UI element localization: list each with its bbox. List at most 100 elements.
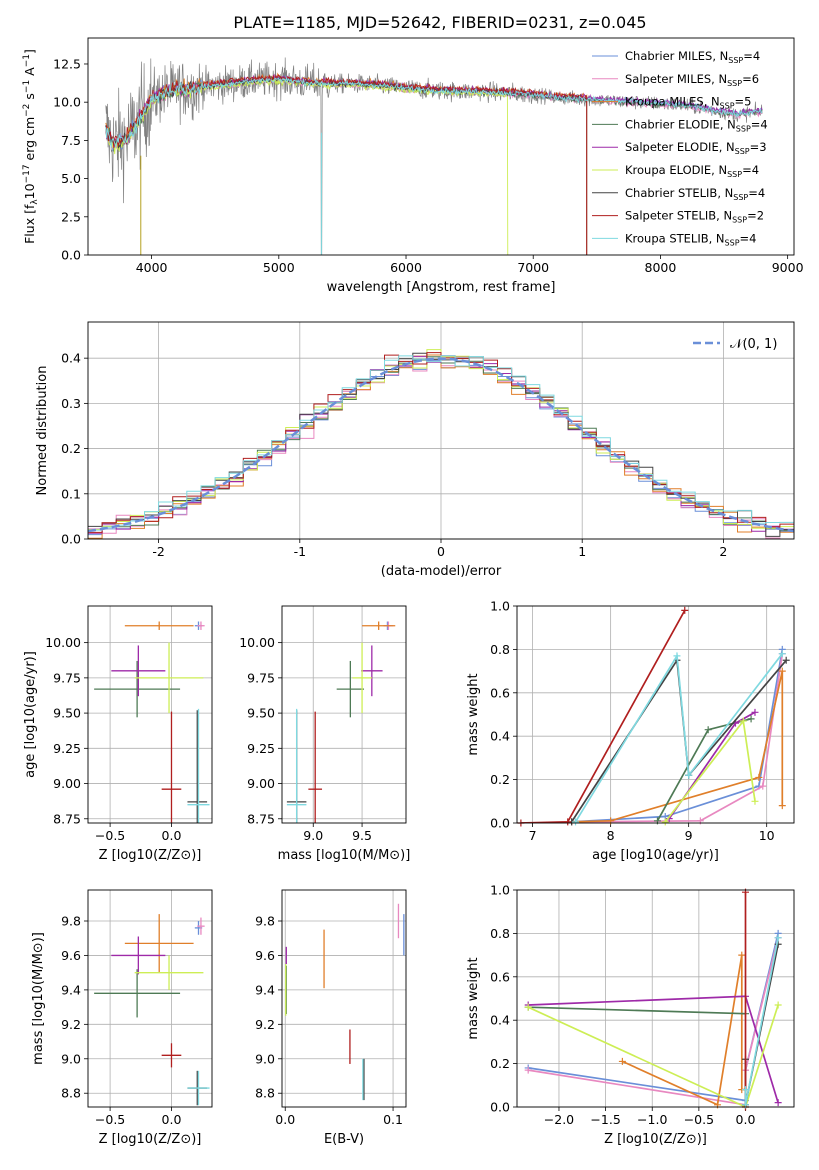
mass_weight_vs_age-marker-kroupa_miles — [778, 802, 786, 810]
residuals-ytick-label: 0.2 — [61, 441, 81, 456]
legend-label-kroupa_elodie: Kroupa ELODIE, NSSP=4 — [625, 163, 759, 179]
mass_vs_ebv-axes-frame — [281, 889, 407, 1108]
age_vs_mass-axes-frame — [281, 605, 407, 824]
mass_vs_z-ytick-label: 9.8 — [61, 914, 81, 929]
age_vs_z-xtick-label: −0.5 — [95, 828, 125, 843]
residuals-ytick-label: 0.3 — [61, 396, 81, 411]
age_vs_mass-panel: 9.0 9.5 8.75 9.00 9.25 9.50 9.75 10.00 mass [log… — [239, 605, 411, 863]
mass_weight_vs_age-marker-kroupa_stelib — [572, 818, 580, 826]
spectrum-xtick-label: 9000 — [772, 260, 804, 275]
spectrum-axes-frame — [87, 37, 795, 256]
mass_vs_ebv-ytick-label: 9.0 — [255, 1051, 275, 1066]
mass_vs_z-ytick-label: 9.2 — [61, 1017, 81, 1032]
mass_weight_vs_age-marker-chabrier_elodie — [747, 715, 755, 723]
mass_weight_vs_z-line-kroupa_elodie — [527, 1004, 779, 1107]
mass_vs_ebv-ytick-label: 9.8 — [255, 914, 275, 929]
age_vs_mass-ytick-label: 8.75 — [247, 811, 275, 826]
mass_weight_vs_z-marker-salpeter_elodie — [774, 1099, 782, 1107]
age_vs_mass-xtick-label: 9.0 — [303, 828, 323, 843]
legend-label-salpeter_elodie: Salpeter ELODIE, NSSP=3 — [625, 140, 767, 156]
mass_weight_vs_z-marker-kroupa_miles — [618, 1057, 626, 1065]
mass_weight_vs_age-xtick-label: 8 — [607, 828, 615, 843]
mass_weight_vs_age-line-chabrier_elodie — [656, 717, 752, 822]
mass_weight_vs_age-axes-frame — [516, 605, 795, 824]
mass_weight_vs_age-marker-chabrier_elodie — [704, 726, 712, 734]
age_vs_z-ytick-label: 9.00 — [53, 776, 81, 791]
residuals-xtick-label: -1 — [294, 544, 306, 559]
spectrum-xtick-label: 4000 — [136, 260, 168, 275]
mass_vs_ebv-ytick-label: 9.4 — [255, 982, 275, 997]
mass_weight_vs_age-marker-kroupa_elodie — [739, 717, 747, 725]
mass_vs_z-ylabel: mass [log10(M/M⊙)] — [31, 932, 46, 1065]
figure-title: PLATE=1185, MJD=52642, FIBERID=0231, z=0… — [233, 13, 646, 32]
legend-label-salpeter_stelib: Salpeter STELIB, NSSP=2 — [625, 209, 764, 225]
mass_vs_ebv-ytick-label: 9.6 — [255, 948, 275, 963]
spectrum-ytick-label: 12.5 — [53, 56, 81, 71]
spectrum-ylabel: Flux [fλ10−17 erg cm−2 s−1 A−1] — [22, 49, 40, 244]
mass_weight_vs_z-marker-chabrier_stelib — [774, 940, 782, 948]
mass_weight_vs_z-axes-frame — [516, 889, 795, 1108]
normal-reference-curve — [87, 357, 795, 533]
mass_weight_vs_z-line-chabrier_elodie — [528, 1006, 746, 1015]
mass_weight_vs_z-xtick-label: 0.0 — [736, 1112, 756, 1127]
mass_weight_vs_z-xtick-label: −0.5 — [684, 1112, 714, 1127]
mass_weight_vs_z-ytick-label: 0.8 — [490, 926, 510, 941]
mass_weight_vs_age-marker-kroupa_miles — [755, 773, 763, 781]
age_vs_z-xlabel: Z [log10(Z/Z⊙)] — [99, 848, 202, 863]
age_vs_mass-ytick-label: 9.50 — [247, 706, 275, 721]
spectrum-ytick-label: 0.0 — [61, 248, 81, 263]
mass_weight_vs_age-xtick-label: 9 — [685, 828, 693, 843]
mass_weight_vs_z-ytick-label: 0.2 — [490, 1056, 510, 1071]
mass_weight_vs_age-marker-kroupa_stelib — [778, 650, 786, 658]
residuals-ytick-label: 0.0 — [61, 532, 81, 547]
age_vs_z-ytick-label: 9.50 — [53, 706, 81, 721]
spectrum-model-chabrier_stelib — [105, 75, 588, 255]
mass_weight_vs_z-xtick-label: −1.5 — [590, 1112, 620, 1127]
mass_weight_vs_z-line-kroupa_miles — [622, 954, 746, 1107]
mass_vs_z-axes-frame — [87, 889, 213, 1108]
mass_vs_z-xtick-label: 0.0 — [162, 1112, 182, 1127]
mass_vs_ebv-panel: 0.0 0.1 8.8 9.0 9.2 9.4 9.6 9.8 E(B-V) — [255, 889, 407, 1147]
mass_weight_vs_z-marker-kroupa_stelib — [774, 934, 782, 942]
spectrum-xlabel: wavelength [Angstrom, rest frame] — [327, 280, 556, 295]
age_vs_mass-xtick-label: 9.5 — [352, 828, 372, 843]
age_vs_mass-xlabel: mass [log10(M/M⊙)] — [278, 848, 411, 863]
mass_vs_ebv-xtick-label: 0.1 — [383, 1112, 403, 1127]
age_vs_z-ytick-label: 9.75 — [53, 670, 81, 685]
spectrum-panel: 4000 5000 6000 7000 8000 9000 0.0 2.5 5.0 7.5 10.0… — [22, 37, 804, 295]
mass_weight_vs_age-marker-kroupa_stelib — [673, 652, 681, 660]
legend-label-salpeter_miles: Salpeter MILES, NSSP=6 — [625, 72, 759, 88]
mass_weight_vs_age-marker-salpeter_stelib — [681, 606, 689, 614]
mass_vs_z-xlabel: Z [log10(Z/Z⊙)] — [99, 1132, 202, 1147]
age_vs_z-panel: −0.5 0.0 8.75 9.00 9.25 9.50 9.75 10.00 Z [log10… — [23, 605, 213, 863]
age_vs_mass-ytick-label: 9.00 — [247, 776, 275, 791]
residuals-ytick-label: 0.4 — [61, 351, 81, 366]
mass_weight_vs_age-line-salpeter_miles — [571, 653, 784, 823]
mass_weight_vs_z-ylabel: mass weight — [466, 957, 481, 1039]
mass_weight_vs_age-ytick-label: 1.0 — [490, 599, 510, 614]
mass_weight_vs_z-ytick-label: 0.4 — [490, 1013, 510, 1028]
mass_weight_vs_age-marker-kroupa_stelib — [685, 771, 693, 779]
legend-label-kroupa_stelib: Kroupa STELIB, NSSP=4 — [625, 231, 756, 247]
residuals-ytick-label: 0.1 — [61, 486, 81, 501]
age_vs_z-ylabel: age [log10(age/yr)] — [23, 651, 38, 778]
mass_weight_vs_age-xlabel: age [log10(age/yr)] — [592, 848, 719, 863]
age_vs_mass-ytick-label: 9.25 — [247, 741, 275, 756]
spectrum-model-kroupa_stelib — [105, 77, 763, 149]
mass_weight_vs_z-ytick-label: 0.6 — [490, 969, 510, 984]
mass_weight_vs_z-ytick-label: 0.0 — [490, 1100, 510, 1115]
mass_vs_z-ytick-label: 9.4 — [61, 982, 81, 997]
mass_weight_vs_z-marker-kroupa_miles — [738, 951, 746, 959]
legend-normal-label: 𝒩(0, 1) — [730, 337, 777, 352]
mass_weight_vs_age-marker-chabrier_stelib — [782, 656, 790, 664]
mass_weight_vs_age-ytick-label: 0.6 — [490, 685, 510, 700]
mass_vs_z-ytick-label: 9.0 — [61, 1051, 81, 1066]
legend-label-chabrier_stelib: Chabrier STELIB, NSSP=4 — [625, 186, 765, 202]
mass_weight_vs_z-marker-kroupa_stelib — [742, 1086, 750, 1094]
legend-label-chabrier_elodie: Chabrier ELODIE, NSSP=4 — [625, 117, 768, 133]
mass_vs_ebv-xlabel: E(B-V) — [324, 1132, 364, 1147]
mass_weight_vs_age-marker-salpeter_miles — [759, 782, 767, 790]
residuals-xtick-label: -2 — [152, 544, 164, 559]
mass_weight_vs_z-panel: −2.0 −1.5 −1.0 −0.5 0.0 0.0 0.2 0.4 0.6 0.8 1.0 Z [… — [466, 883, 795, 1147]
residuals-panel: -2 -1 0 1 2 0.0 0.1 0.2 0.3 0.4 𝒩(0, 1) (data-model… — [35, 321, 795, 579]
